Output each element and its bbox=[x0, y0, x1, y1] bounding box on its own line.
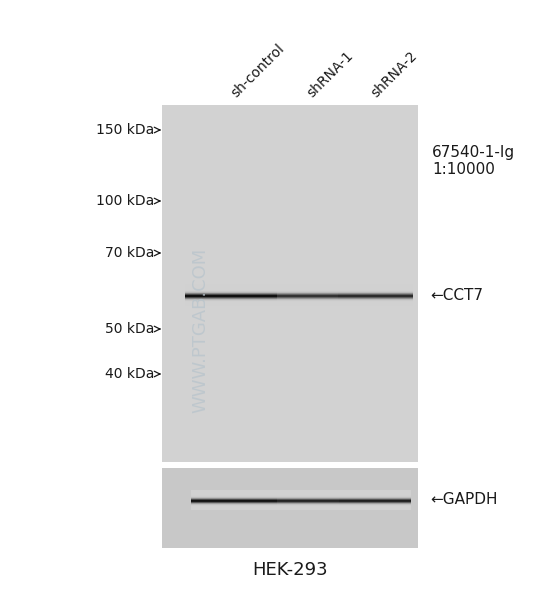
Text: ←GAPDH: ←GAPDH bbox=[430, 493, 497, 508]
Bar bbox=[162, 468, 418, 548]
Text: sh-control: sh-control bbox=[228, 41, 287, 100]
Bar bbox=[162, 105, 418, 462]
Text: 70 kDa: 70 kDa bbox=[105, 246, 154, 260]
Text: 40 kDa: 40 kDa bbox=[105, 367, 154, 381]
Text: shRNA-2: shRNA-2 bbox=[368, 49, 419, 100]
Text: ←CCT7: ←CCT7 bbox=[430, 287, 483, 302]
Text: 100 kDa: 100 kDa bbox=[96, 194, 154, 208]
Text: 150 kDa: 150 kDa bbox=[96, 123, 154, 137]
Text: WWW.PTGAB.COM: WWW.PTGAB.COM bbox=[191, 247, 209, 413]
Text: 50 kDa: 50 kDa bbox=[105, 322, 154, 336]
Text: 67540-1-Ig
1:10000: 67540-1-Ig 1:10000 bbox=[432, 145, 515, 178]
Text: HEK-293: HEK-293 bbox=[252, 561, 328, 579]
Text: shRNA-1: shRNA-1 bbox=[304, 49, 356, 100]
